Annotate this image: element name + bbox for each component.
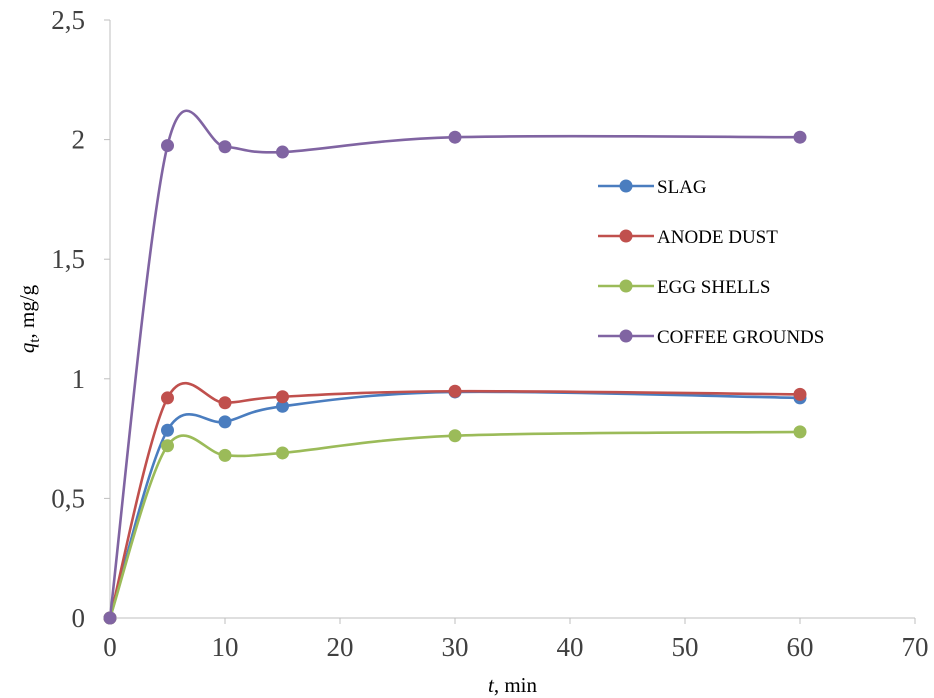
- x-axis-title-rest: , min: [494, 673, 538, 697]
- legend: SLAG ANODE DUST EGG SHELLS COFFEE GROUNDS: [598, 177, 824, 348]
- y-axis-title-sub: t: [27, 338, 43, 343]
- data-point-coffee-grounds: [161, 139, 174, 153]
- y-tick-marks: [104, 19, 110, 619]
- legend-swatch-marker: [619, 329, 633, 343]
- data-point-coffee-grounds: [103, 611, 117, 625]
- data-point-anode-dust: [448, 384, 462, 398]
- legend-label: ANODE DUST: [657, 227, 778, 248]
- data-point-coffee-grounds: [276, 145, 289, 159]
- legend-label: EGG SHELLS: [657, 277, 770, 298]
- x-tick-label: 20: [327, 632, 354, 662]
- y-tick-label: 0,5: [51, 483, 85, 513]
- series-line-slag: [108, 390, 801, 619]
- series-coffee-grounds: [103, 109, 807, 625]
- legend-swatch-marker: [619, 229, 633, 243]
- series-egg-shells: [103, 425, 807, 625]
- series-layer: [103, 109, 807, 625]
- x-tick-label: 50: [672, 632, 699, 662]
- data-point-anode-dust: [793, 387, 807, 401]
- legend-swatch-marker: [619, 179, 633, 193]
- y-tick-labels: 0 0,5 1 1,5 2 2,5: [51, 5, 85, 633]
- x-tick-label: 0: [103, 632, 117, 662]
- data-point-egg-shells: [218, 448, 232, 462]
- data-point-slag: [276, 399, 289, 413]
- y-tick-label: 2: [72, 125, 86, 155]
- data-point-egg-shells: [793, 425, 807, 439]
- x-tick-labels: 0 10 20 30 40 50 60 70: [103, 632, 928, 662]
- series-line-anode-dust: [108, 382, 801, 619]
- x-tick-label: 10: [212, 632, 239, 662]
- data-point-egg-shells: [448, 429, 462, 443]
- data-point-anode-dust: [218, 396, 232, 410]
- y-tick-label: 2,5: [51, 5, 85, 35]
- x-tick-label: 40: [557, 632, 584, 662]
- data-point-slag: [161, 423, 174, 437]
- y-axis-title-var: q: [15, 342, 39, 353]
- data-point-coffee-grounds: [218, 140, 232, 154]
- y-tick-label: 1,5: [51, 244, 85, 274]
- data-point-anode-dust: [161, 391, 174, 405]
- legend-item-anode-dust: ANODE DUST: [598, 227, 778, 248]
- x-tick-marks: [109, 618, 916, 624]
- x-tick-label: 30: [442, 632, 469, 662]
- series-line-egg-shells: [108, 430, 801, 619]
- series-line-coffee-grounds: [108, 109, 801, 619]
- data-point-anode-dust: [276, 390, 289, 404]
- legend-label: SLAG: [657, 177, 707, 198]
- data-point-slag: [218, 415, 232, 429]
- axes: [109, 20, 915, 619]
- legend-label: COFFEE GROUNDS: [657, 327, 824, 348]
- x-axis-title: t, min: [488, 673, 538, 697]
- x-axis-title-var: t: [488, 673, 495, 697]
- y-axis-title-rest: , mg/g: [15, 284, 39, 338]
- data-point-egg-shells: [161, 439, 174, 453]
- data-point-coffee-grounds: [793, 130, 807, 144]
- data-point-coffee-grounds: [448, 130, 462, 144]
- legend-item-egg-shells: EGG SHELLS: [598, 277, 770, 298]
- x-tick-label: 70: [902, 632, 929, 662]
- y-axis-title: qt, mg/g: [15, 284, 43, 353]
- legend-item-coffee-grounds: COFFEE GROUNDS: [598, 327, 824, 348]
- series-slag: [103, 385, 807, 625]
- y-tick-label: 1: [72, 364, 86, 394]
- y-tick-label: 0: [72, 603, 86, 633]
- x-tick-label: 60: [787, 632, 814, 662]
- legend-swatch-marker: [619, 279, 633, 293]
- data-point-egg-shells: [276, 446, 289, 460]
- legend-item-slag: SLAG: [598, 177, 707, 198]
